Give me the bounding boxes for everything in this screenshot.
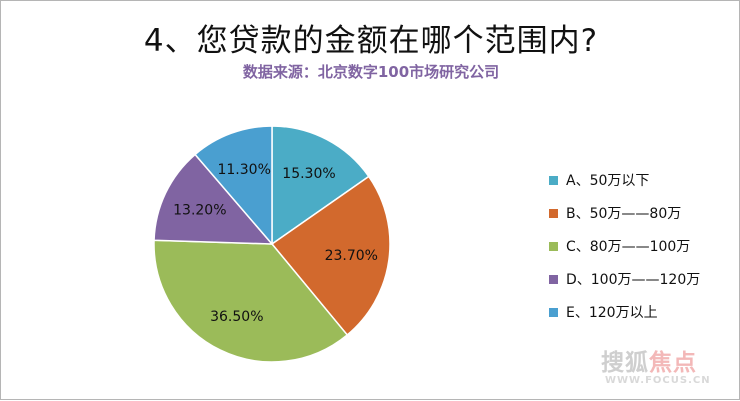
legend-swatch <box>549 175 558 185</box>
watermark-brand-right: 焦点 <box>649 350 697 376</box>
pie-slice-a <box>271 125 370 246</box>
legend-label: B、50万——80万 <box>566 206 682 222</box>
pie-slice-c <box>153 239 349 363</box>
legend-swatch <box>549 274 558 284</box>
legend-label: C、80万——100万 <box>566 239 691 255</box>
legend-item-c: C、80万——100万 <box>549 235 700 257</box>
legend-item-d: D、100万——120万 <box>549 268 700 290</box>
pie-slice-b <box>270 175 391 336</box>
legend-label: E、120万以上 <box>566 305 658 321</box>
slice-label-a: 15.30% <box>282 166 335 182</box>
pie-slice-e <box>194 125 273 247</box>
slice-label-b: 23.70% <box>325 248 378 264</box>
pie-slice-d <box>153 153 274 245</box>
watermark-brand: 搜狐焦点 <box>601 343 697 377</box>
legend-swatch <box>549 307 558 317</box>
legend-item-b: B、50万——80万 <box>549 202 700 224</box>
legend-swatch <box>549 208 558 218</box>
legend-label: A、50万以下 <box>566 173 650 189</box>
slice-label-d: 13.20% <box>173 202 226 218</box>
chart-title: 4、您贷款的金额在哪个范围内? <box>143 23 599 59</box>
slice-label-e: 11.30% <box>217 162 270 178</box>
watermark-url: WWW.FOCUS.CN <box>605 375 711 386</box>
legend: A、50万以下 B、50万——80万 C、80万——100万 D、100万——1… <box>549 169 700 334</box>
legend-label: D、100万——120万 <box>566 272 701 288</box>
slice-label-c: 36.50% <box>210 309 263 325</box>
focus-watermark-logo: 搜狐焦点 WWW.FOCUS.CN <box>601 341 721 393</box>
chart-subtitle: 数据来源：北京数字100市场研究公司 <box>242 63 500 81</box>
legend-swatch <box>549 241 558 251</box>
legend-item-a: A、50万以下 <box>549 169 700 191</box>
legend-item-e: E、120万以上 <box>549 301 700 323</box>
watermark-brand-left: 搜狐 <box>601 350 649 376</box>
